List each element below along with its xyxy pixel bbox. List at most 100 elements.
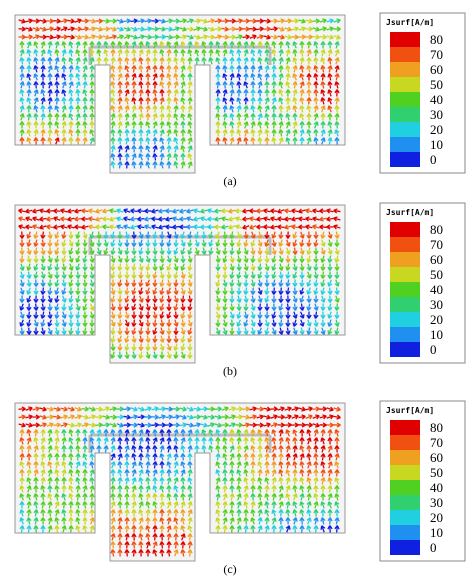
current-arrow <box>82 73 88 81</box>
current-arrow <box>117 89 123 97</box>
current-arrow <box>187 429 193 437</box>
legend-swatch <box>390 510 420 525</box>
current-arrow <box>68 81 74 89</box>
current-arrow <box>47 137 53 145</box>
current-arrow <box>284 18 292 24</box>
current-arrow <box>82 129 88 137</box>
current-arrow <box>117 327 123 335</box>
current-arrow <box>200 224 208 230</box>
current-arrow <box>327 271 333 279</box>
current-arrow <box>89 41 95 49</box>
current-arrow <box>221 26 229 32</box>
current-arrow <box>75 525 81 533</box>
current-arrow <box>250 137 256 145</box>
current-arrow <box>229 327 235 335</box>
current-arrow <box>271 57 277 65</box>
current-arrow <box>249 26 257 32</box>
current-arrow <box>327 121 333 129</box>
current-arrow <box>75 105 81 113</box>
current-arrow <box>180 129 186 137</box>
current-arrow <box>82 461 88 469</box>
current-arrow <box>179 18 187 24</box>
current-arrow <box>264 295 270 303</box>
current-arrow <box>215 113 221 121</box>
current-arrow <box>110 469 116 477</box>
current-arrow <box>207 406 215 412</box>
current-arrow <box>257 89 263 97</box>
current-arrow <box>33 477 39 485</box>
current-arrow <box>165 26 173 32</box>
current-arrow <box>145 319 151 327</box>
current-arrow <box>32 414 40 420</box>
current-arrow <box>26 469 32 477</box>
current-arrow <box>250 319 256 327</box>
current-arrow <box>306 41 312 49</box>
current-arrow <box>33 461 39 469</box>
current-arrow <box>19 113 25 121</box>
current-arrow <box>264 319 270 327</box>
current-arrow <box>33 485 39 493</box>
current-arrow <box>250 105 256 113</box>
current-arrow <box>151 26 159 32</box>
current-arrow <box>166 335 172 343</box>
current-arrow <box>25 208 33 214</box>
current-arrow <box>221 18 229 24</box>
current-arrow <box>46 216 54 222</box>
current-arrow <box>61 501 67 509</box>
current-arrow <box>187 49 193 57</box>
current-arrow <box>145 279 151 287</box>
current-arrow <box>243 231 249 239</box>
current-arrow <box>243 73 249 81</box>
current-arrow <box>180 351 186 359</box>
current-arrow <box>299 287 305 295</box>
current-arrow <box>61 41 67 49</box>
current-arrow <box>82 485 88 493</box>
current-arrow <box>158 26 166 32</box>
current-arrow <box>250 89 256 97</box>
current-arrow <box>131 129 137 137</box>
current-arrow <box>250 41 256 49</box>
current-arrow <box>40 247 46 255</box>
current-arrow <box>306 429 312 437</box>
current-arrow <box>25 18 33 24</box>
current-arrow <box>264 41 270 49</box>
current-arrow <box>89 231 95 239</box>
current-arrow <box>256 18 264 24</box>
current-arrow <box>250 453 256 461</box>
current-arrow <box>277 34 285 40</box>
current-arrow <box>257 453 263 461</box>
current-arrow <box>166 327 172 335</box>
current-arrow <box>138 335 144 343</box>
current-arrow <box>306 105 312 113</box>
current-arrow <box>40 239 46 247</box>
current-arrow <box>243 469 249 477</box>
current-arrow <box>326 18 334 24</box>
current-arrow <box>74 208 82 214</box>
current-arrow <box>68 311 74 319</box>
current-arrow <box>82 311 88 319</box>
current-arrow <box>54 49 60 57</box>
current-arrow <box>75 327 81 335</box>
current-arrow <box>46 406 54 412</box>
current-arrow <box>257 247 263 255</box>
current-arrow <box>26 57 32 65</box>
current-arrow <box>145 231 151 239</box>
current-arrow <box>264 247 270 255</box>
current-arrow <box>285 429 291 437</box>
current-arrow <box>194 445 200 453</box>
current-arrow <box>180 65 186 73</box>
current-arrow <box>334 49 340 57</box>
current-arrow <box>47 517 53 525</box>
current-arrow <box>306 81 312 89</box>
current-arrow <box>117 81 123 89</box>
current-arrow <box>117 49 123 57</box>
current-arrow <box>61 97 67 105</box>
current-arrow <box>187 153 193 161</box>
current-arrow <box>193 34 201 40</box>
current-arrow <box>229 49 235 57</box>
current-arrow <box>271 311 277 319</box>
current-arrow <box>33 81 39 89</box>
current-arrow <box>88 216 96 222</box>
current-arrow <box>319 406 327 412</box>
